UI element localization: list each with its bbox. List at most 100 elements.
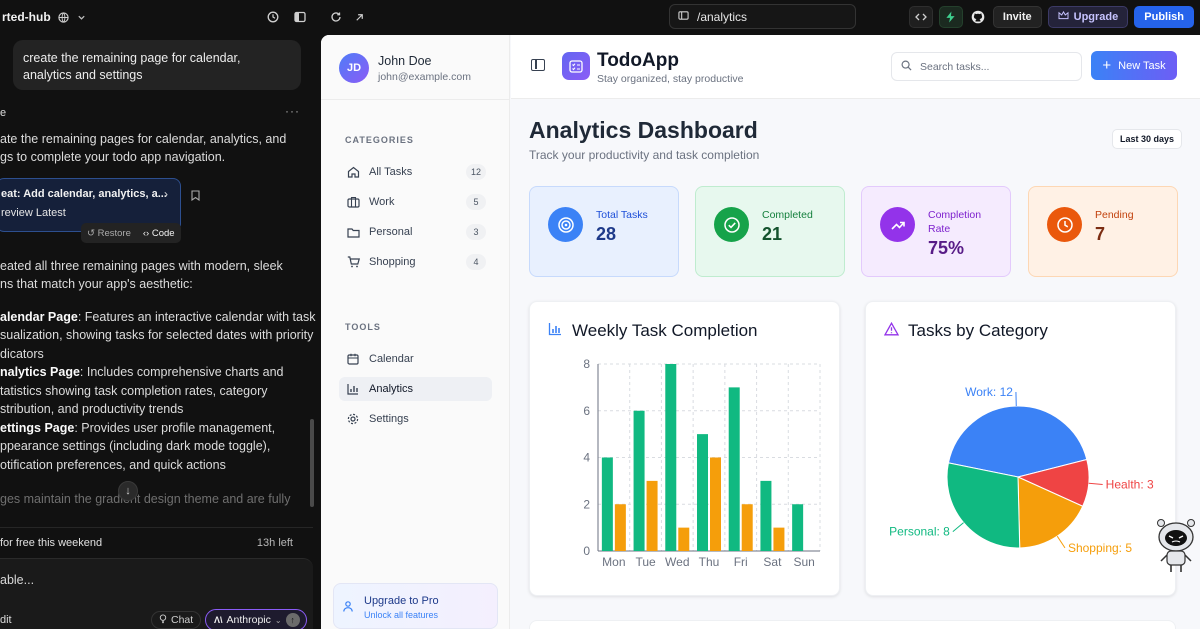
bar — [773, 527, 785, 551]
y-tick-label: 2 — [583, 497, 590, 511]
chart-title: Weekly Task Completion — [572, 321, 758, 340]
chart-title: Tasks by Category — [908, 321, 1048, 340]
assistant-mark: e — [0, 107, 7, 119]
tools-title: TOOLS — [345, 322, 381, 332]
open-external-icon[interactable] — [350, 8, 368, 26]
github-icon[interactable] — [969, 8, 987, 26]
edit-label[interactable]: dit — [0, 614, 12, 626]
reply-line: dicators — [0, 347, 44, 361]
chevron-down-icon[interactable] — [73, 8, 91, 26]
refresh-icon[interactable] — [327, 8, 345, 26]
code-button[interactable]: ‹› Code — [142, 227, 175, 239]
x-tick-label: Thu — [699, 555, 720, 569]
bottom-card — [529, 620, 1176, 629]
page-subtitle: Track your productivity and task complet… — [529, 148, 760, 162]
bold-text: alendar Page — [0, 310, 78, 324]
sidebar-item-calendar[interactable]: Calendar — [339, 347, 492, 371]
sidebar-item-analytics[interactable]: Analytics — [339, 377, 492, 401]
sidebar-item-all-tasks[interactable]: All Tasks 12 — [339, 160, 492, 184]
weekly-bar-chart: 0 2 4 6 8 Mon Tue Wed Thu Fri Sat Sun — [583, 357, 821, 569]
url-text[interactable]: /analytics — [697, 9, 748, 24]
chat-scrollbar[interactable] — [310, 419, 314, 507]
reply-line: ns that match your app's aesthetic: — [0, 277, 193, 291]
upgrade-button[interactable]: Upgrade — [1047, 6, 1129, 28]
stat-label: Pending — [1095, 209, 1134, 221]
chevron-right-icon[interactable]: › — [164, 187, 168, 201]
bar — [678, 527, 690, 551]
model-selector[interactable]: Λ\ Anthropic ⌄ ↑ — [205, 609, 307, 629]
sidebar-item-label: Settings — [369, 413, 409, 425]
url-bar[interactable]: /analytics — [669, 4, 856, 29]
invite-button[interactable]: Invite — [992, 6, 1042, 28]
briefcase-icon — [345, 196, 361, 208]
sidebar-toggle-icon[interactable] — [291, 8, 309, 26]
commit-preview-link[interactable]: review Latest — [1, 207, 66, 219]
x-tick-label: Mon — [602, 555, 625, 569]
count-badge: 5 — [466, 194, 486, 210]
new-task-button[interactable]: + New Task — [1091, 51, 1177, 80]
more-icon[interactable]: ··· — [285, 104, 300, 118]
sidebar-item-shopping[interactable]: Shopping 4 — [339, 250, 492, 274]
sidebar-item-personal[interactable]: Personal 3 — [339, 220, 492, 244]
upgrade-pro-card[interactable]: Upgrade to Pro Unlock all features — [333, 583, 498, 629]
robot-assistant-icon[interactable] — [1153, 515, 1199, 577]
bookmark-icon[interactable] — [191, 188, 200, 206]
lightbulb-icon — [159, 613, 167, 627]
chat-mode-button[interactable]: Chat — [151, 611, 202, 629]
reply-line: ettings Page: Provides user profile mana… — [0, 419, 275, 438]
reply-line: eated all three remaining pages with mod… — [0, 259, 283, 273]
sidebar-item-label: Shopping — [369, 256, 416, 268]
globe-icon[interactable] — [55, 8, 73, 26]
date-range-button[interactable]: Last 30 days — [1112, 129, 1183, 149]
y-tick-label: 8 — [583, 357, 590, 371]
chat-input-placeholder[interactable]: able... — [0, 573, 35, 587]
bar — [646, 480, 658, 551]
bar — [741, 504, 753, 551]
top-actions: Invite Upgrade Publish — [908, 5, 1194, 29]
chat-mode-label: Chat — [171, 614, 194, 626]
user-profile[interactable]: JD John Doe john@example.com — [339, 53, 471, 83]
slice-label: Shopping: 5 — [1068, 541, 1132, 555]
slice-label: Health: 3 — [1106, 477, 1154, 491]
send-icon[interactable]: ↑ — [285, 613, 300, 627]
chat-input-area[interactable]: able... dit Chat Λ\ Anthropic ⌄ ↑ — [0, 558, 313, 629]
code-label: Code — [151, 227, 175, 239]
bar — [760, 480, 772, 551]
chevron-down-icon: ⌄ — [274, 615, 282, 625]
bar — [697, 434, 708, 551]
gear-icon — [345, 413, 361, 425]
pie-slice — [1017, 476, 1084, 549]
sidebar-item-label: Analytics — [369, 383, 414, 395]
history-icon[interactable] — [264, 8, 282, 26]
app-preview: JD John Doe john@example.com CATEGORIES … — [321, 35, 1200, 629]
app-title: TodoApp — [597, 50, 679, 71]
bar — [728, 387, 740, 551]
user-email: john@example.com — [378, 70, 471, 83]
category-pie-chart: Work: 12 Health: 3 Shopping: 5 Personal: 8 — [889, 385, 1154, 555]
sidebar-item-label: Personal — [369, 226, 413, 238]
commit-title: eat: Add calendar, analytics, a... — [1, 188, 167, 200]
y-tick-label: 6 — [583, 404, 590, 418]
search-input[interactable]: Search tasks... — [891, 52, 1082, 81]
supabase-icon[interactable] — [938, 6, 963, 28]
slice-label: Personal: 8 — [889, 525, 950, 539]
code-view-button[interactable] — [908, 6, 933, 28]
x-tick-label: Wed — [665, 555, 689, 569]
scroll-down-button[interactable]: ↓ — [118, 481, 138, 501]
plus-icon: + — [1102, 57, 1112, 74]
sidebar-item-work[interactable]: Work 5 — [339, 190, 492, 214]
search-icon — [901, 60, 912, 74]
sidebar-toggle-icon[interactable] — [531, 59, 545, 71]
reply-line: sualization, showing tasks for selected … — [0, 328, 314, 342]
sidebar-item-settings[interactable]: Settings — [339, 407, 492, 431]
label-line — [1088, 482, 1103, 485]
search-placeholder[interactable]: Search tasks... — [920, 60, 990, 73]
stat-value: 28 — [596, 224, 617, 244]
project-name[interactable]: rted-hub — [2, 10, 51, 24]
restore-bar: ↺ Restore ‹› Code — [81, 223, 181, 243]
app-header: TodoApp Stay organized, stay productive … — [511, 35, 1200, 99]
publish-button[interactable]: Publish — [1134, 6, 1194, 28]
restore-button[interactable]: ↺ Restore — [87, 227, 131, 239]
stat-card-total: Total Tasks 28 — [529, 186, 679, 277]
x-tick-label: Fri — [734, 555, 748, 569]
